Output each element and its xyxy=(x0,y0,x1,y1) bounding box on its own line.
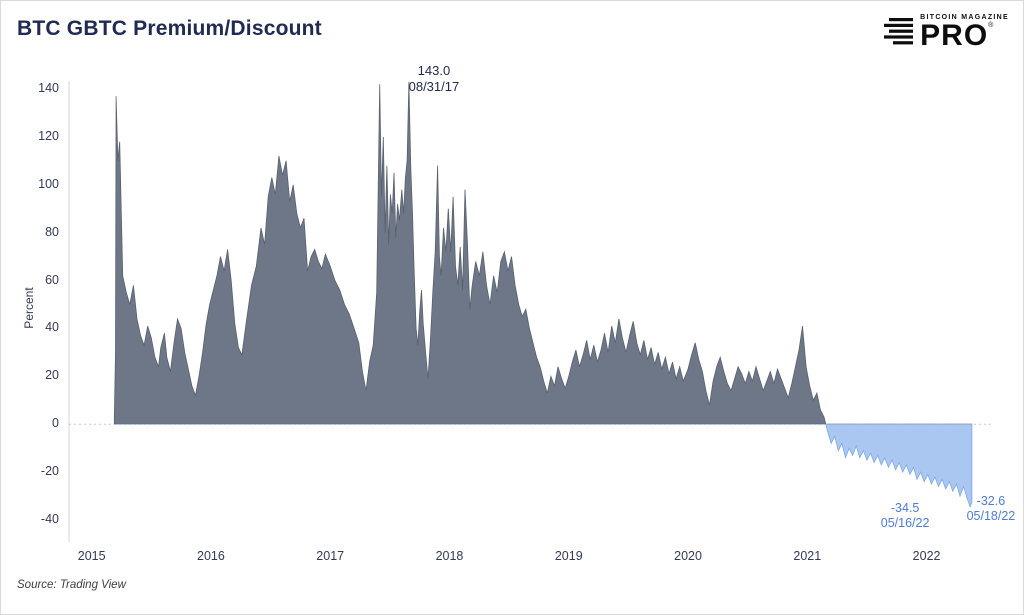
source-note: Source: Trading View xyxy=(17,579,126,591)
page-title: BTC GBTC Premium/Discount xyxy=(17,17,322,40)
y-axis-title: Percent xyxy=(22,287,36,329)
annotation-last-0518: -32.6 05/18/22 xyxy=(936,494,1023,524)
registered-mark: ® xyxy=(988,22,995,29)
annotation-last-date: 05/18/22 xyxy=(966,509,1016,524)
annotation-peak-date: 08/31/17 xyxy=(408,79,460,94)
logo-brand-text: BITCOIN MAGAZINE xyxy=(920,14,1009,21)
bitcoin-magazine-pro-logo: BITCOIN MAGAZINE PRO® xyxy=(884,14,1009,52)
annotation-peak-value: 143.0 xyxy=(417,63,451,78)
logo-text: BITCOIN MAGAZINE PRO® xyxy=(920,14,1009,52)
annotation-peak: 143.0 08/31/17 xyxy=(389,63,479,95)
annotation-last-value: -32.6 xyxy=(976,494,1006,509)
bitcoin-magazine-icon xyxy=(884,17,914,45)
logo-pro-text: PRO® xyxy=(920,19,995,52)
annotation-low-0516: -34.5 05/16/22 xyxy=(850,501,960,531)
annotation-low-date: 05/16/22 xyxy=(880,515,930,530)
annotation-low-value: -34.5 xyxy=(890,500,920,515)
